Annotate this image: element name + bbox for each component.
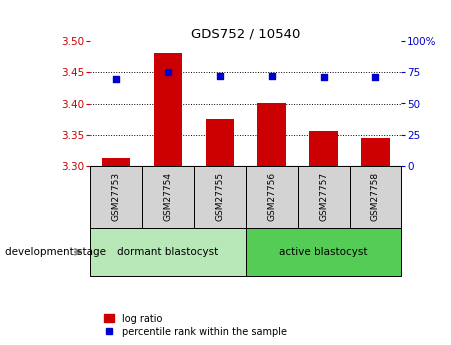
Point	[320, 75, 327, 80]
Point	[216, 73, 223, 79]
Text: GSM27756: GSM27756	[267, 172, 276, 221]
Bar	[309, 131, 338, 166]
Text: GSM27757: GSM27757	[319, 172, 328, 221]
Legend: log ratio, percentile rank within the sample: log ratio, percentile rank within the sa…	[104, 314, 286, 337]
Bar	[246, 166, 298, 228]
Bar	[154, 52, 182, 166]
Text: GSM27754: GSM27754	[164, 172, 172, 221]
Title: GDS752 / 10540: GDS752 / 10540	[191, 27, 300, 40]
Bar	[142, 166, 194, 228]
Bar	[361, 138, 390, 166]
Bar	[102, 158, 130, 166]
Text: GSM27758: GSM27758	[371, 172, 380, 221]
Text: dormant blastocyst: dormant blastocyst	[117, 247, 219, 257]
Text: GSM27753: GSM27753	[112, 172, 120, 221]
Text: GSM27755: GSM27755	[216, 172, 224, 221]
Text: active blastocyst: active blastocyst	[279, 247, 368, 257]
Bar	[90, 228, 246, 276]
Point	[164, 70, 171, 75]
Point	[113, 76, 120, 81]
Point	[372, 75, 379, 80]
Point	[268, 73, 275, 79]
Bar	[246, 228, 401, 276]
Bar	[258, 104, 286, 166]
Bar	[90, 166, 142, 228]
Text: development stage: development stage	[5, 247, 106, 257]
Bar	[194, 166, 246, 228]
Bar	[206, 119, 234, 166]
Bar	[350, 166, 401, 228]
Bar	[298, 166, 350, 228]
